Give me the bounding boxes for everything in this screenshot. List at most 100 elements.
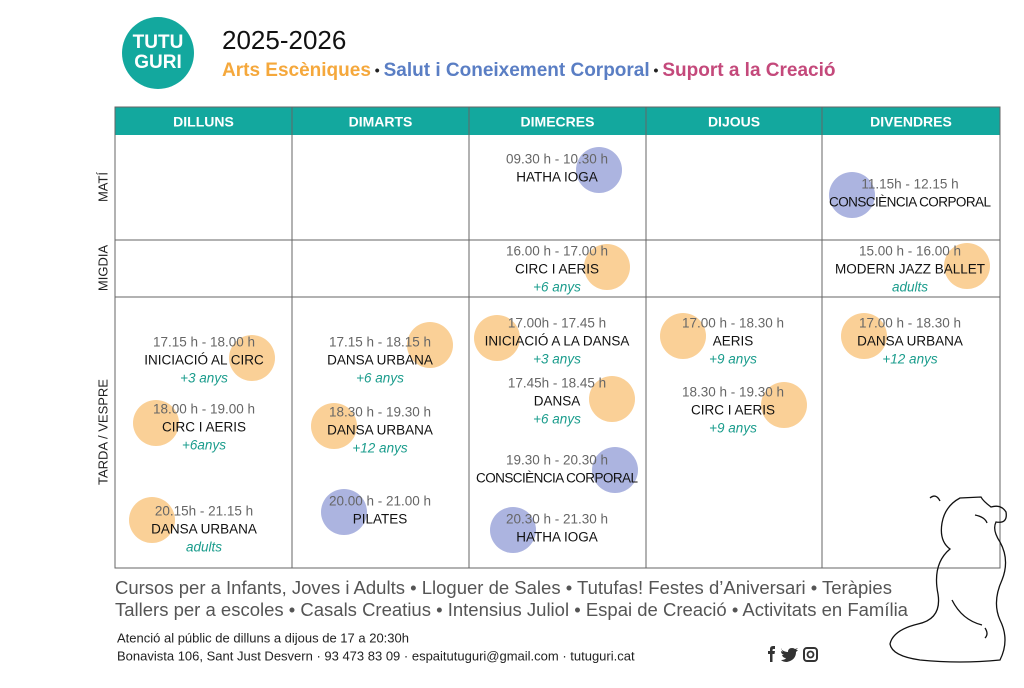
class-name: CONSCIÈNCIA CORPORAL xyxy=(829,195,991,210)
class-entry: 17.45h - 18.45 h DANSA +6 anys xyxy=(508,376,635,427)
category-dot xyxy=(407,322,453,368)
class-name: MODERN JAZZ BALLET xyxy=(835,262,985,277)
period-label: TARDA / VESPRE xyxy=(95,379,110,485)
class-time: 20.30 h - 21.30 h xyxy=(506,512,608,527)
class-entry: 18.30 h - 19.30 h DANSA URBANA +12 anys xyxy=(311,403,433,456)
category-dot xyxy=(490,507,536,553)
category-dot xyxy=(576,147,622,193)
class-time: 17.00h - 17.45 h xyxy=(508,316,606,331)
class-time: 19.30 h - 20.30 h xyxy=(506,453,608,468)
class-age: +3 anys xyxy=(180,371,228,386)
class-entry: 17.00 h - 18.30 h AERIS +9 anys xyxy=(660,313,784,367)
day-header: DILLUNS xyxy=(173,114,234,130)
category-dot xyxy=(584,244,630,290)
class-age: +6 anys xyxy=(533,412,581,427)
class-time: 09.30 h - 10.30 h xyxy=(506,152,608,167)
category: Arts Escèniques xyxy=(222,60,371,81)
class-time: 11.15h - 12.15 h xyxy=(861,177,958,192)
class-name: DANSA xyxy=(534,394,581,409)
class-age: +9 anys xyxy=(709,352,757,367)
class-age: +12 anys xyxy=(352,441,407,456)
class-entry: 15.00 h - 16.00 h MODERN JAZZ BALLET adult… xyxy=(835,243,990,295)
category-dot xyxy=(829,172,875,218)
class-time: 15.00 h - 16.00 h xyxy=(859,244,961,259)
logo-circle xyxy=(122,17,194,89)
class-name: DANSA URBANA xyxy=(151,522,257,537)
class-name: PILATES xyxy=(353,512,408,527)
class-name: INICIACIÓ A LA DANSA xyxy=(485,334,630,349)
class-age: +3 anys xyxy=(533,352,581,367)
class-name: CIRC I AERIS xyxy=(162,420,246,435)
period-label: MATÍ xyxy=(95,172,110,202)
class-age: +6anys xyxy=(182,438,226,453)
separator: • xyxy=(650,62,663,78)
class-entry: 09.30 h - 10.30 h HATHA IOGA xyxy=(506,147,622,193)
period-label: MIGDIA xyxy=(95,245,110,292)
class-time: 17.00 h - 18.30 h xyxy=(682,316,784,331)
category-dot xyxy=(589,376,635,422)
class-name: HATHA IOGA xyxy=(516,170,598,185)
day-header: DIMECRES xyxy=(521,114,595,130)
class-age: +6 anys xyxy=(356,371,404,386)
class-time: 20.15h - 21.15 h xyxy=(155,504,253,519)
year: 2025-2026 xyxy=(222,25,346,55)
category-dot xyxy=(592,447,638,493)
classes: 09.30 h - 10.30 h HATHA IOGA 11.15h - 12.1… xyxy=(129,147,991,555)
category-dot xyxy=(944,243,990,289)
class-entry: 17.00 h - 18.30 h DANSA URBANA +12 anys xyxy=(841,313,963,367)
logo-text: GURI xyxy=(134,52,182,73)
class-age: adults xyxy=(892,280,928,295)
category-dot xyxy=(311,403,357,449)
class-time: 18.00 h - 19.00 h xyxy=(153,402,255,417)
class-name: DANSA URBANA xyxy=(327,353,433,368)
category-dot xyxy=(660,313,706,359)
services-line: Tallers per a escoles • Casals Creatius … xyxy=(115,599,909,620)
class-name: CIRC I AERIS xyxy=(515,262,599,277)
category-dot xyxy=(321,489,367,535)
category: Suport a la Creació xyxy=(662,60,835,81)
class-time: 16.00 h - 17.00 h xyxy=(506,244,608,259)
class-entry: 19.30 h - 20.30 h CONSCIÈNCIA CORPORAL xyxy=(476,447,638,493)
category: Salut i Coneixement Corporal xyxy=(384,60,650,81)
class-time: 20.00 h - 21.00 h xyxy=(329,494,431,509)
day-header: DIJOUS xyxy=(708,114,760,130)
day-header: DIVENDRES xyxy=(870,114,952,130)
contact-line: Bonavista 106, Sant Just Desvern · 93 47… xyxy=(117,648,635,663)
class-age: +6 anys xyxy=(533,280,581,295)
dancer-sketch xyxy=(889,495,1007,663)
class-time: 17.45h - 18.45 h xyxy=(508,376,606,391)
social-icons xyxy=(768,646,818,662)
grid xyxy=(114,106,1001,569)
category-dot xyxy=(761,382,807,428)
category-dot xyxy=(474,315,520,361)
class-age: adults xyxy=(186,540,222,555)
category-dot xyxy=(133,400,179,446)
class-time: 17.00 h - 18.30 h xyxy=(859,316,961,331)
class-time: 18.30 h - 19.30 h xyxy=(329,405,431,420)
class-entry: 17.15 h - 18.15 h DANSA URBANA +6 anys xyxy=(327,322,453,386)
class-name: AERIS xyxy=(713,334,754,349)
class-age: +9 anys xyxy=(709,421,757,436)
class-name: HATHA IOGA xyxy=(516,530,598,545)
categories: Arts Escèniques • Salut i Coneixement Co… xyxy=(222,60,836,81)
separator: • xyxy=(371,62,384,78)
class-name: DANSA URBANA xyxy=(857,334,963,349)
category-dot xyxy=(841,313,887,359)
class-entry: 16.00 h - 17.00 h CIRC I AERIS +6 anys xyxy=(506,244,630,295)
services-line: Cursos per a Infants, Joves i Adults • L… xyxy=(115,577,892,598)
logo-text: TUTU xyxy=(133,32,184,53)
class-entry: 20.30 h - 21.30 h HATHA IOGA xyxy=(490,507,608,553)
contact-line: Atenció al públic de dilluns a dijous de… xyxy=(117,630,409,645)
class-time: 17.15 h - 18.00 h xyxy=(153,335,255,350)
class-name: DANSA URBANA xyxy=(327,423,433,438)
class-name: CONSCIÈNCIA CORPORAL xyxy=(476,471,638,486)
class-entry: 18.30 h - 19.30 h CIRC I AERIS +9 anys xyxy=(682,382,807,436)
class-entry: 18.00 h - 19.00 h CIRC I AERIS +6anys xyxy=(133,400,255,453)
class-entry: 11.15h - 12.15 h CONSCIÈNCIA CORPORAL xyxy=(829,172,991,218)
class-name: CIRC I AERIS xyxy=(691,403,775,418)
class-entry: 20.00 h - 21.00 h PILATES xyxy=(321,489,431,535)
class-name: INICIACIÓ AL CIRC xyxy=(144,353,264,368)
category-dot xyxy=(229,335,275,381)
category-dot xyxy=(129,497,175,543)
